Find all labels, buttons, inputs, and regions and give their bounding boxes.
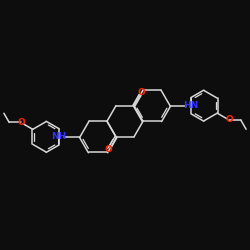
Text: NH: NH [52, 132, 67, 141]
Text: O: O [225, 116, 233, 124]
Text: O: O [17, 118, 25, 127]
Text: O: O [104, 145, 112, 154]
Text: O: O [138, 88, 145, 97]
Text: HN: HN [183, 101, 198, 110]
